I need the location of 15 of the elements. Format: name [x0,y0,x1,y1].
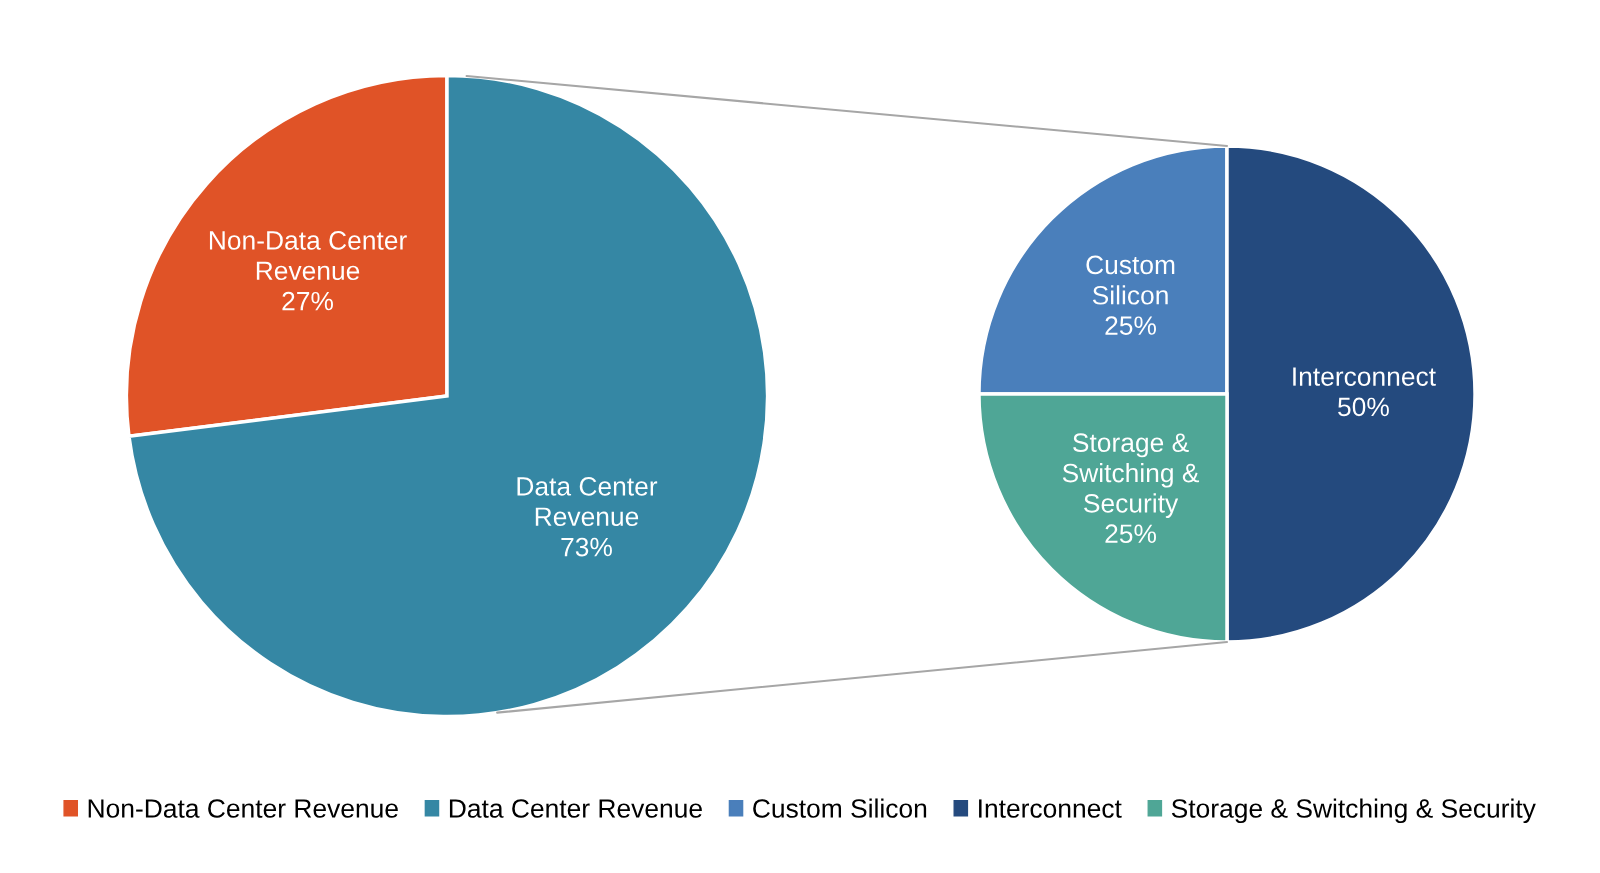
data-label: 27% [282,291,333,311]
slice-label: Custom Silicon [1086,255,1175,305]
data-label: 25% [1105,524,1157,544]
slice-label: Data Center Revenue [517,477,658,527]
slice-label: Storage & Switching & Security [1062,433,1200,518]
legend-label: Data Center Revenue [449,799,702,818]
slice-label: Interconnect [1293,367,1436,386]
legend-label: Interconnect [979,799,1122,818]
data-label: 73% [561,537,612,557]
legend-label: Storage & Switching & Security [1171,798,1536,824]
data-label: 50% [1338,397,1389,417]
data-label: 25% [1105,316,1157,335]
legend-label: Custom Silicon [753,798,927,818]
legend-label: Non-Data Center Revenue [88,799,398,818]
slice-label: Non-Data Center Revenue [209,231,407,281]
